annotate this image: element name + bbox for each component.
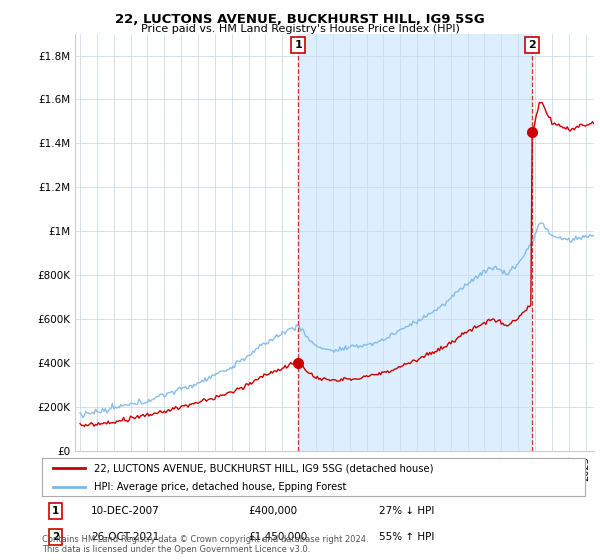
Text: 1: 1 [294,40,302,50]
Text: Contains HM Land Registry data © Crown copyright and database right 2024.
This d: Contains HM Land Registry data © Crown c… [42,535,368,554]
Text: Price paid vs. HM Land Registry's House Price Index (HPI): Price paid vs. HM Land Registry's House … [140,24,460,34]
Text: £400,000: £400,000 [248,506,298,516]
Text: 26-OCT-2021: 26-OCT-2021 [91,532,159,542]
Text: 22, LUCTONS AVENUE, BUCKHURST HILL, IG9 5SG: 22, LUCTONS AVENUE, BUCKHURST HILL, IG9 … [115,13,485,26]
Text: 2: 2 [528,40,536,50]
Bar [298,34,532,451]
Text: 22, LUCTONS AVENUE, BUCKHURST HILL, IG9 5SG (detached house): 22, LUCTONS AVENUE, BUCKHURST HILL, IG9 … [94,463,433,473]
Text: £1,450,000: £1,450,000 [248,532,308,542]
Text: 1: 1 [52,506,59,516]
Text: HPI: Average price, detached house, Epping Forest: HPI: Average price, detached house, Eppi… [94,482,346,492]
Text: 55% ↑ HPI: 55% ↑ HPI [379,532,434,542]
Text: 27% ↓ HPI: 27% ↓ HPI [379,506,434,516]
Text: 2: 2 [52,532,59,542]
Text: 10-DEC-2007: 10-DEC-2007 [91,506,160,516]
